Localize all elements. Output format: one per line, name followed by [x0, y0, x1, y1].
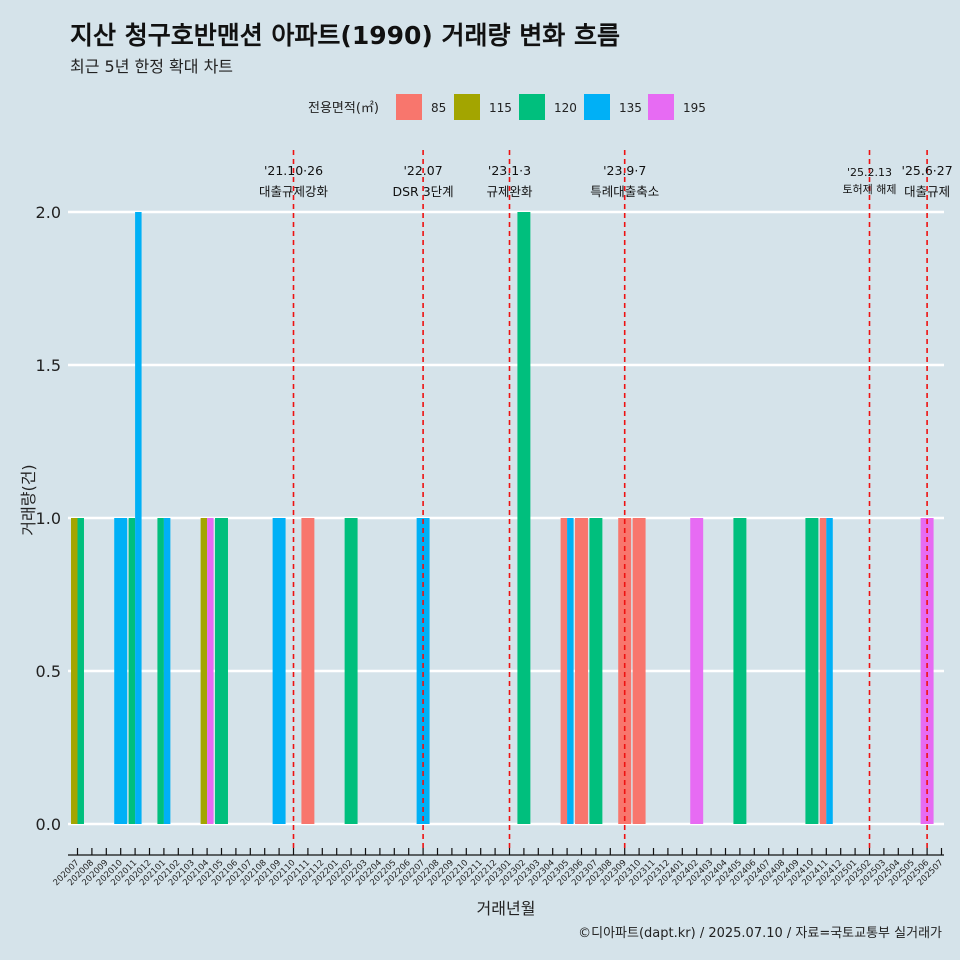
bar — [575, 518, 588, 824]
bar — [805, 518, 819, 824]
event-name-label: 대출규제강화 — [259, 184, 329, 199]
chart-subtitle: 최근 5년 한정 확대 차트 — [70, 57, 234, 76]
bar — [690, 518, 704, 824]
event-name-label: 토허제 해제 — [842, 182, 896, 196]
bar — [589, 518, 603, 824]
legend-swatch — [648, 94, 674, 120]
bar — [733, 518, 747, 824]
event-date-label: '25.2.13 — [847, 166, 892, 179]
bar — [207, 518, 214, 824]
event-name-label: 특례대출축소 — [590, 184, 659, 199]
legend-label: 135 — [619, 101, 642, 115]
event-name-label: DSR 3단계 — [393, 184, 454, 199]
event-date-label: '23.1·3 — [488, 163, 531, 178]
y-tick-label: 0.5 — [36, 662, 61, 681]
bar — [567, 518, 574, 824]
bar — [301, 518, 315, 824]
bar — [826, 518, 833, 824]
event-date-label: '22.07 — [403, 163, 442, 178]
event-date-label: '23.9·7 — [603, 163, 646, 178]
event-name-label: 규제완화 — [486, 184, 533, 199]
legend-label: 115 — [489, 101, 512, 115]
bar — [135, 212, 142, 824]
y-axis-title: 거래량(건) — [19, 464, 38, 535]
bar — [157, 518, 164, 824]
bar — [920, 518, 934, 824]
x-axis-title: 거래년월 — [477, 899, 536, 918]
legend-swatch — [519, 94, 545, 120]
event-date-label: '21.10·26 — [264, 163, 323, 178]
bar — [215, 518, 228, 824]
bar — [77, 518, 84, 824]
bar — [560, 518, 568, 824]
y-tick-label: 1.0 — [36, 509, 61, 528]
legend-swatch — [396, 94, 422, 120]
bar — [517, 212, 531, 824]
bar — [819, 518, 827, 824]
bar — [200, 518, 208, 824]
bar — [114, 518, 128, 824]
y-tick-label: 0.0 — [36, 815, 61, 834]
legend-label: 195 — [683, 101, 706, 115]
y-tick-label: 1.5 — [36, 356, 61, 375]
bar — [416, 518, 430, 824]
source-caption: ©디아파트(dapt.kr) / 2025.07.10 / 자료=국토교통부 실… — [578, 926, 942, 941]
bar — [272, 518, 286, 824]
bar — [71, 518, 78, 824]
event-date-label: '25.6·27 — [902, 163, 953, 178]
y-tick-label: 2.0 — [36, 203, 61, 222]
legend-swatch — [454, 94, 480, 120]
legend-label: 85 — [431, 101, 446, 115]
bar — [618, 518, 632, 824]
legend-title: 전용면적(㎡) — [308, 101, 379, 116]
bar — [632, 518, 646, 824]
legend-label: 120 — [554, 101, 577, 115]
legend-swatch — [584, 94, 610, 120]
bar — [344, 518, 358, 824]
bar — [128, 518, 136, 824]
chart-title: 지산 청구호반맨션 아파트(1990) 거래량 변화 흐름 — [70, 21, 620, 50]
bar — [163, 518, 171, 824]
event-name-label: 대출규제 — [904, 184, 950, 199]
